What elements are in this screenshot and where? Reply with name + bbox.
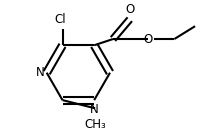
Text: O: O <box>143 33 152 46</box>
Text: N: N <box>90 103 99 116</box>
Text: CH₃: CH₃ <box>84 118 106 131</box>
Text: O: O <box>125 3 134 16</box>
Text: Cl: Cl <box>55 13 66 26</box>
Text: N: N <box>36 66 45 79</box>
